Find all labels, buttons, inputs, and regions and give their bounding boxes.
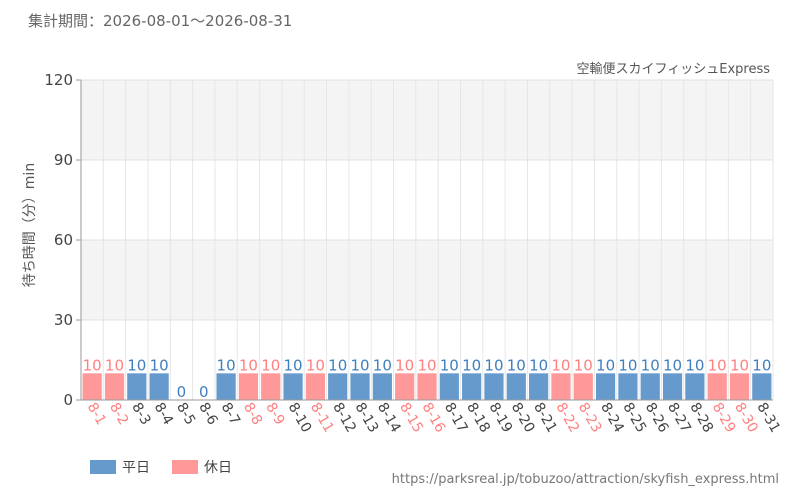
bar-8-15 — [395, 373, 415, 400]
x-tick-label: 8-2 — [106, 400, 131, 428]
bar-value-label: 10 — [417, 356, 436, 374]
bar-8-25 — [618, 373, 638, 400]
bar-8-24 — [595, 373, 616, 400]
x-tick-label: 8-5 — [173, 400, 198, 428]
x-tick-labels: 8-18-28-38-48-58-68-78-88-98-108-118-128… — [84, 400, 783, 436]
x-tick-label: 8-7 — [218, 400, 243, 428]
bar-value-label: 10 — [484, 356, 503, 374]
bar-value-label: 0 — [199, 383, 209, 401]
bar-value-label: 10 — [150, 356, 169, 374]
grid-lines — [80, 79, 774, 401]
legend-label-holiday: 休日 — [204, 460, 232, 476]
bar-8-23 — [573, 373, 593, 400]
period-label: 集計期間：2026-08-01～2026-08-31 — [28, 12, 293, 30]
bar-8-8 — [238, 373, 259, 400]
background-bands — [81, 80, 773, 320]
grid-band — [81, 240, 773, 320]
bar-value-label: 10 — [685, 356, 704, 374]
legend-swatch-holiday — [172, 460, 198, 474]
legend-label-weekday: 平日 — [122, 460, 150, 476]
bar-value-label: 10 — [261, 356, 280, 374]
x-tick-label: 8-31 — [753, 400, 783, 436]
bar-value-label: 10 — [708, 356, 727, 374]
bar-8-1 — [82, 373, 102, 400]
legend-item-weekday: 平日 — [90, 457, 150, 477]
bar-8-14 — [372, 373, 392, 400]
bar-8-13 — [350, 373, 370, 400]
bar-value-label: 10 — [127, 356, 146, 374]
bar-value-label: 10 — [284, 356, 303, 374]
legend-swatch-weekday — [90, 460, 116, 474]
bar-value-label: 10 — [618, 356, 637, 374]
attraction-name: 空輸便スカイフィッシュExpress — [576, 62, 770, 77]
bar-value-label: 10 — [507, 356, 526, 374]
bar-value-label: 10 — [752, 356, 771, 374]
bar-8-10 — [283, 373, 303, 400]
bar-8-29 — [707, 373, 727, 400]
bar-8-27 — [662, 373, 683, 400]
bar-value-label: 10 — [551, 356, 570, 374]
bar-value-label: 10 — [574, 356, 593, 374]
bar-value-label: 10 — [105, 356, 124, 374]
bar-8-11 — [305, 373, 325, 400]
x-tick-label: 8-1 — [84, 400, 109, 428]
wait-time-chart: 10 10 10 100 010 10 10 10 10 10 10 10 10 10 10 10 10 10 10… — [22, 71, 783, 436]
bar-8-7 — [216, 373, 236, 400]
bar-8-22 — [551, 373, 571, 400]
legend: 平日 休日 — [90, 457, 254, 477]
bar-value-label: 10 — [373, 356, 392, 374]
bar-value-label: 10 — [730, 356, 749, 374]
bar-8-20 — [506, 373, 526, 400]
x-tick-label: 8-8 — [240, 400, 265, 428]
x-tick-label: 8-3 — [128, 400, 153, 428]
bar-8-17 — [439, 373, 459, 400]
bar-value-label: 10 — [350, 356, 369, 374]
y-tick-label: 90 — [54, 151, 73, 169]
bar-value-labels: 10 10 10 100 010 10 10 10 10 10 10 10 10 10 10 10 10 10 10… — [83, 356, 772, 401]
source-url: https://parksreal.jp/tobuzoo/attraction/… — [391, 472, 779, 487]
bar-value-label: 10 — [641, 356, 660, 374]
y-axis-label: 待ち時間（分）min — [22, 163, 38, 287]
bar-8-2 — [104, 373, 125, 400]
bar-8-16 — [417, 373, 437, 400]
bar-value-label: 10 — [663, 356, 682, 374]
bar-8-30 — [729, 373, 750, 400]
bar-8-9 — [261, 373, 281, 400]
bar-value-label: 10 — [328, 356, 347, 374]
bar-8-31 — [752, 373, 772, 400]
bar-8-4 — [149, 373, 169, 400]
y-tick-label: 60 — [54, 231, 73, 249]
bar-value-label: 10 — [529, 356, 548, 374]
bar-8-19 — [484, 373, 504, 400]
legend-item-holiday: 休日 — [172, 457, 232, 477]
x-tick-label: 8-9 — [262, 400, 287, 428]
axes — [76, 79, 773, 401]
bar-8-12 — [328, 373, 348, 400]
bar-value-label: 10 — [462, 356, 481, 374]
bar-8-28 — [685, 373, 705, 400]
y-tick-label: 120 — [44, 71, 73, 89]
bar-8-26 — [640, 373, 660, 400]
bar-value-label: 10 — [440, 356, 459, 374]
bars — [82, 373, 772, 400]
bar-8-3 — [127, 373, 147, 400]
bar-8-18 — [462, 373, 482, 400]
y-tick-labels: 0 30 60 90 120 — [44, 71, 73, 409]
grid-band — [81, 80, 773, 160]
bar-value-label: 10 — [239, 356, 258, 374]
bar-value-label: 10 — [306, 356, 325, 374]
x-tick-label: 8-4 — [151, 400, 176, 428]
bar-value-label: 10 — [395, 356, 414, 374]
bar-value-label: 0 — [177, 383, 187, 401]
y-tick-label: 30 — [54, 311, 73, 329]
x-tick-label: 8-6 — [195, 400, 220, 428]
bar-8-21 — [529, 373, 549, 400]
bar-value-label: 10 — [596, 356, 615, 374]
bar-value-label: 10 — [83, 356, 102, 374]
bar-value-label: 10 — [217, 356, 236, 374]
y-tick-label: 0 — [63, 391, 73, 409]
